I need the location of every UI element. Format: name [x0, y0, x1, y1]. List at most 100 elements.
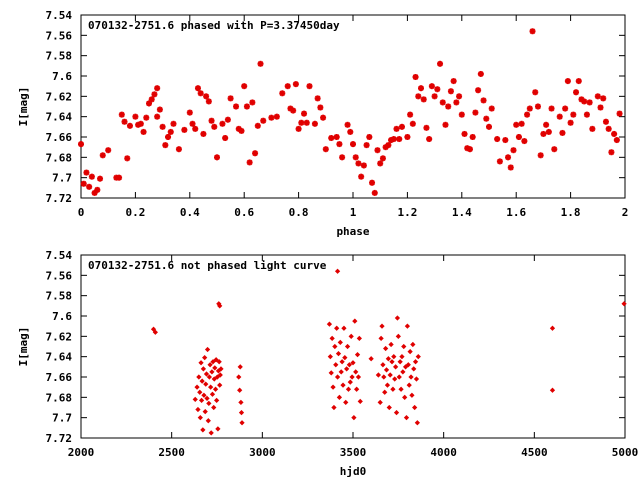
data-point — [521, 138, 528, 145]
data-point — [355, 374, 362, 380]
data-point — [445, 103, 452, 110]
data-point — [410, 341, 416, 348]
data-point — [379, 323, 385, 329]
data-point — [198, 397, 205, 404]
data-point — [393, 125, 400, 132]
data-point — [342, 355, 348, 361]
data-point — [411, 366, 417, 372]
data-point — [186, 109, 193, 116]
data-point — [208, 117, 215, 124]
data-point — [549, 325, 556, 331]
data-point — [387, 372, 393, 378]
data-point — [378, 335, 384, 341]
data-point — [475, 87, 482, 94]
data-point — [350, 141, 356, 148]
data-point — [219, 120, 226, 127]
data-point — [204, 395, 210, 401]
data-point — [437, 60, 444, 67]
data-point — [159, 123, 166, 130]
data-point — [152, 329, 158, 335]
x-tick-label: 4500 — [521, 446, 548, 459]
data-point — [252, 150, 259, 157]
y-tick-label: 7.58 — [46, 50, 73, 63]
data-point — [537, 152, 544, 159]
data-point — [349, 374, 355, 380]
data-point — [154, 85, 161, 92]
data-point — [197, 389, 203, 395]
data-point — [600, 95, 607, 102]
x-tick-label: 3000 — [249, 446, 276, 459]
data-point — [426, 136, 433, 143]
data-point — [210, 359, 216, 365]
data-point — [332, 343, 338, 350]
data-point — [586, 99, 593, 106]
data-point — [407, 111, 414, 118]
data-point — [237, 364, 243, 370]
data-point — [237, 387, 243, 393]
chart-panel-1: 7.54 7.56 7.58 7.6 7.62 7.64 7.66 7.68 7.7 7.72 0 0… — [17, 9, 628, 238]
data-point — [347, 128, 354, 135]
data-point — [203, 93, 210, 100]
data-point — [621, 301, 627, 307]
data-point — [273, 113, 280, 120]
data-point — [175, 146, 182, 153]
data-point — [200, 130, 207, 137]
plot-frame — [80, 14, 626, 199]
data-point — [398, 386, 404, 392]
x-tick-label: 1 — [350, 206, 357, 219]
data-point — [327, 354, 333, 360]
data-point — [336, 141, 343, 148]
data-point — [143, 114, 150, 121]
data-point — [301, 110, 308, 117]
y-tick-label: 7.64 — [46, 351, 73, 364]
data-point — [238, 127, 245, 134]
data-point — [156, 106, 163, 113]
data-point — [346, 362, 352, 368]
y-tick-label: 7.64 — [46, 111, 73, 124]
data-point — [207, 362, 213, 368]
data-point — [311, 120, 318, 127]
data-point — [214, 154, 220, 161]
data-point — [356, 335, 362, 341]
data-point — [329, 335, 335, 341]
data-point — [97, 175, 104, 182]
data-point — [306, 83, 313, 90]
data-point — [526, 105, 533, 112]
x-tick-label: 2500 — [158, 446, 185, 459]
data-point — [453, 99, 460, 106]
data-point — [246, 159, 253, 166]
data-point — [540, 130, 547, 137]
data-point — [195, 406, 201, 413]
data-point — [78, 141, 84, 148]
data-point — [206, 400, 212, 407]
data-point — [513, 121, 520, 128]
data-point — [395, 333, 401, 339]
data-point — [352, 154, 359, 161]
data-point — [214, 374, 220, 380]
data-point — [515, 134, 522, 140]
data-point — [295, 125, 302, 132]
data-point — [494, 136, 501, 143]
data-point — [393, 409, 400, 416]
y-tick-label: 7.54 — [46, 249, 73, 262]
data-point — [249, 99, 256, 106]
data-point — [385, 142, 392, 149]
data-point — [162, 142, 169, 149]
y-tick-label: 7.56 — [46, 29, 73, 42]
data-point — [341, 325, 347, 331]
data-point — [543, 121, 550, 128]
data-point — [409, 120, 416, 127]
data-point — [150, 326, 157, 332]
data-point — [507, 164, 514, 171]
data-point — [616, 110, 623, 117]
data-point — [363, 142, 370, 149]
data-point — [551, 146, 558, 153]
data-point — [439, 99, 446, 106]
data-point — [284, 83, 291, 90]
data-point — [214, 397, 220, 404]
data-point — [88, 173, 95, 180]
data-point — [488, 105, 495, 112]
data-point — [466, 146, 473, 153]
data-point — [344, 121, 351, 128]
data-point — [396, 374, 402, 380]
